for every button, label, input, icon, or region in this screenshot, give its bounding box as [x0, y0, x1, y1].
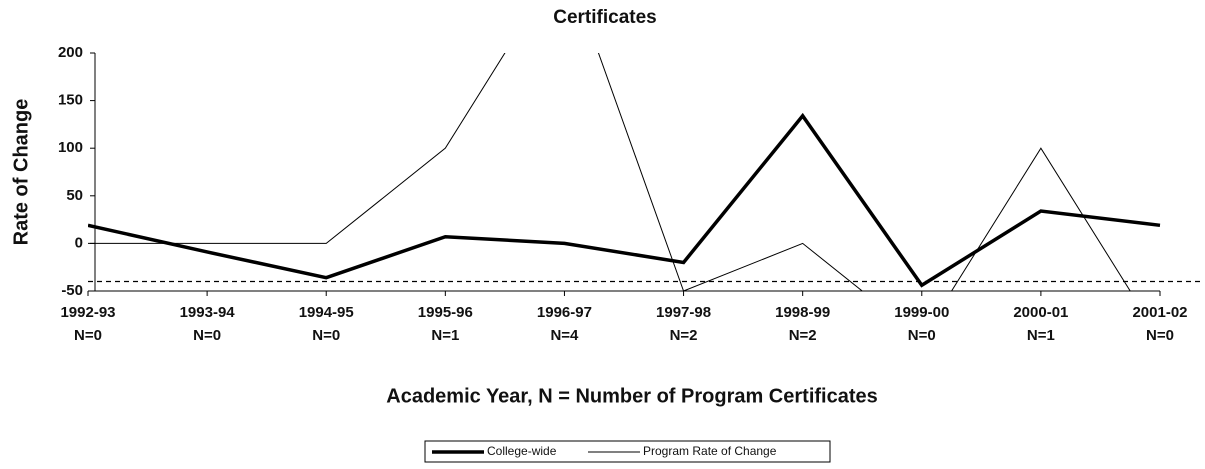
x-tick-count: N=0 [74, 327, 102, 344]
x-tick-label: 1999-00 [894, 304, 949, 321]
y-tick-label: 100 [58, 139, 83, 156]
x-tick-count: N=1 [431, 327, 459, 344]
y-tick-label: 50 [66, 187, 83, 204]
y-tick-label: 150 [58, 92, 83, 109]
y-tick-label: -50 [61, 282, 83, 299]
y-tick-label: 200 [58, 44, 83, 61]
x-tick-label: 2000-01 [1013, 304, 1068, 321]
x-tick-label: 2001-02 [1132, 304, 1187, 321]
legend-text: Program Rate of Change [643, 444, 777, 458]
x-tick-count: N=0 [908, 327, 936, 344]
x-tick-count: N=4 [550, 327, 579, 344]
y-tick-label: 0 [75, 234, 83, 251]
legend-text: College-wide [487, 444, 557, 458]
x-tick-label: 1997-98 [656, 304, 711, 321]
x-tick-count: N=2 [670, 327, 698, 344]
x-tick-label: 1996-97 [537, 304, 592, 321]
x-tick-label: 1992-93 [60, 304, 115, 321]
x-axis-title: Academic Year, N = Number of Program Cer… [386, 385, 878, 407]
x-tick-label: 1995-96 [418, 304, 473, 321]
series-line [88, 112, 1161, 288]
x-tick-label: 1993-94 [180, 304, 236, 321]
series-line [88, 53, 1131, 291]
x-tick-count: N=1 [1027, 327, 1055, 344]
x-tick-count: N=0 [193, 327, 221, 344]
chart-title: Certificates [553, 7, 657, 28]
x-tick-count: N=2 [789, 327, 817, 344]
x-tick-label: 1998-99 [775, 304, 830, 321]
x-tick-count: N=0 [312, 327, 340, 344]
x-tick-label: 1994-95 [299, 304, 354, 321]
y-axis-title: Rate of Change [10, 99, 32, 246]
x-tick-count: N=0 [1146, 327, 1174, 344]
